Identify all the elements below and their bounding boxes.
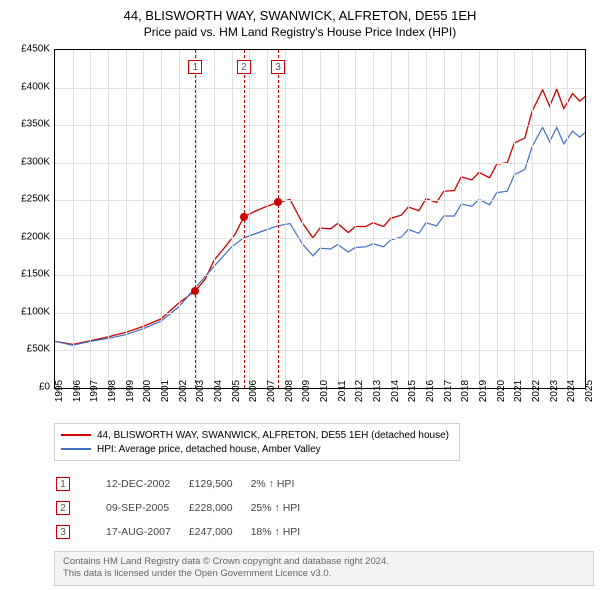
event-price: £228,000 bbox=[189, 497, 249, 519]
event-vs-hpi: 25% ↑ HPI bbox=[251, 497, 317, 519]
legend-label-hpi: HPI: Average price, detached house, Ambe… bbox=[97, 444, 321, 455]
event-dot bbox=[274, 198, 282, 206]
legend-swatch-hpi bbox=[61, 448, 91, 450]
event-price: £129,500 bbox=[189, 473, 249, 495]
legend-row-property: 44, BLISWORTH WAY, SWANWICK, ALFRETON, D… bbox=[61, 428, 449, 442]
y-axis-tick: £400K bbox=[10, 81, 50, 92]
event-date: 09-SEP-2005 bbox=[106, 497, 187, 519]
legend-swatch-property bbox=[61, 434, 91, 436]
y-axis-tick: £0 bbox=[10, 382, 50, 393]
event-vs-hpi: 18% ↑ HPI bbox=[251, 521, 317, 543]
y-axis-tick: £50K bbox=[10, 344, 50, 355]
event-ref-box: 2 bbox=[237, 60, 251, 74]
y-axis-tick: £250K bbox=[10, 194, 50, 205]
event-date: 17-AUG-2007 bbox=[106, 521, 187, 543]
plot-rect: 1 2 3 bbox=[54, 49, 586, 389]
chart-area: 1 2 3 £0 £50K £100K £150K £200K £250K £300K £350K… bbox=[10, 43, 590, 419]
event-vs-hpi: 2% ↑ HPI bbox=[251, 473, 317, 495]
chart-container: 44, BLISWORTH WAY, SWANWICK, ALFRETON, D… bbox=[0, 0, 600, 590]
chart-title: 44, BLISWORTH WAY, SWANWICK, ALFRETON, D… bbox=[10, 8, 590, 39]
event-box-icon: 1 bbox=[56, 477, 70, 491]
event-date: 12-DEC-2002 bbox=[106, 473, 187, 495]
events-table-row: 1 12-DEC-2002£129,5002% ↑ HPI bbox=[56, 473, 316, 495]
y-axis-tick: £150K bbox=[10, 269, 50, 280]
event-ref-line bbox=[195, 50, 196, 388]
y-axis-tick: £350K bbox=[10, 119, 50, 130]
events-table-row: 3 17-AUG-2007£247,00018% ↑ HPI bbox=[56, 521, 316, 543]
event-box-icon: 2 bbox=[56, 501, 70, 515]
x-axis-tick: 2025 bbox=[584, 380, 600, 402]
y-axis-tick: £450K bbox=[10, 44, 50, 55]
event-box-icon: 3 bbox=[56, 525, 70, 539]
y-axis-tick: £200K bbox=[10, 231, 50, 242]
event-price: £247,000 bbox=[189, 521, 249, 543]
footer-line1: Contains HM Land Registry data © Crown c… bbox=[63, 556, 585, 568]
events-table: 1 12-DEC-2002£129,5002% ↑ HPI 2 09-SEP-2005… bbox=[54, 471, 318, 545]
title-address: 44, BLISWORTH WAY, SWANWICK, ALFRETON, D… bbox=[10, 8, 590, 23]
legend-label-property: 44, BLISWORTH WAY, SWANWICK, ALFRETON, D… bbox=[97, 430, 449, 441]
title-subtitle: Price paid vs. HM Land Registry's House … bbox=[10, 25, 590, 39]
event-dot bbox=[191, 287, 199, 295]
y-axis-tick: £100K bbox=[10, 306, 50, 317]
footer-licence: Contains HM Land Registry data © Crown c… bbox=[54, 551, 594, 586]
event-ref-box: 3 bbox=[271, 60, 285, 74]
y-axis-tick: £300K bbox=[10, 156, 50, 167]
legend-row-hpi: HPI: Average price, detached house, Ambe… bbox=[61, 442, 449, 456]
event-dot bbox=[240, 213, 248, 221]
event-ref-line bbox=[278, 50, 279, 388]
event-ref-box: 1 bbox=[188, 60, 202, 74]
footer-line2: This data is licensed under the Open Gov… bbox=[63, 568, 585, 580]
legend: 44, BLISWORTH WAY, SWANWICK, ALFRETON, D… bbox=[54, 423, 460, 461]
events-table-row: 2 09-SEP-2005£228,00025% ↑ HPI bbox=[56, 497, 316, 519]
